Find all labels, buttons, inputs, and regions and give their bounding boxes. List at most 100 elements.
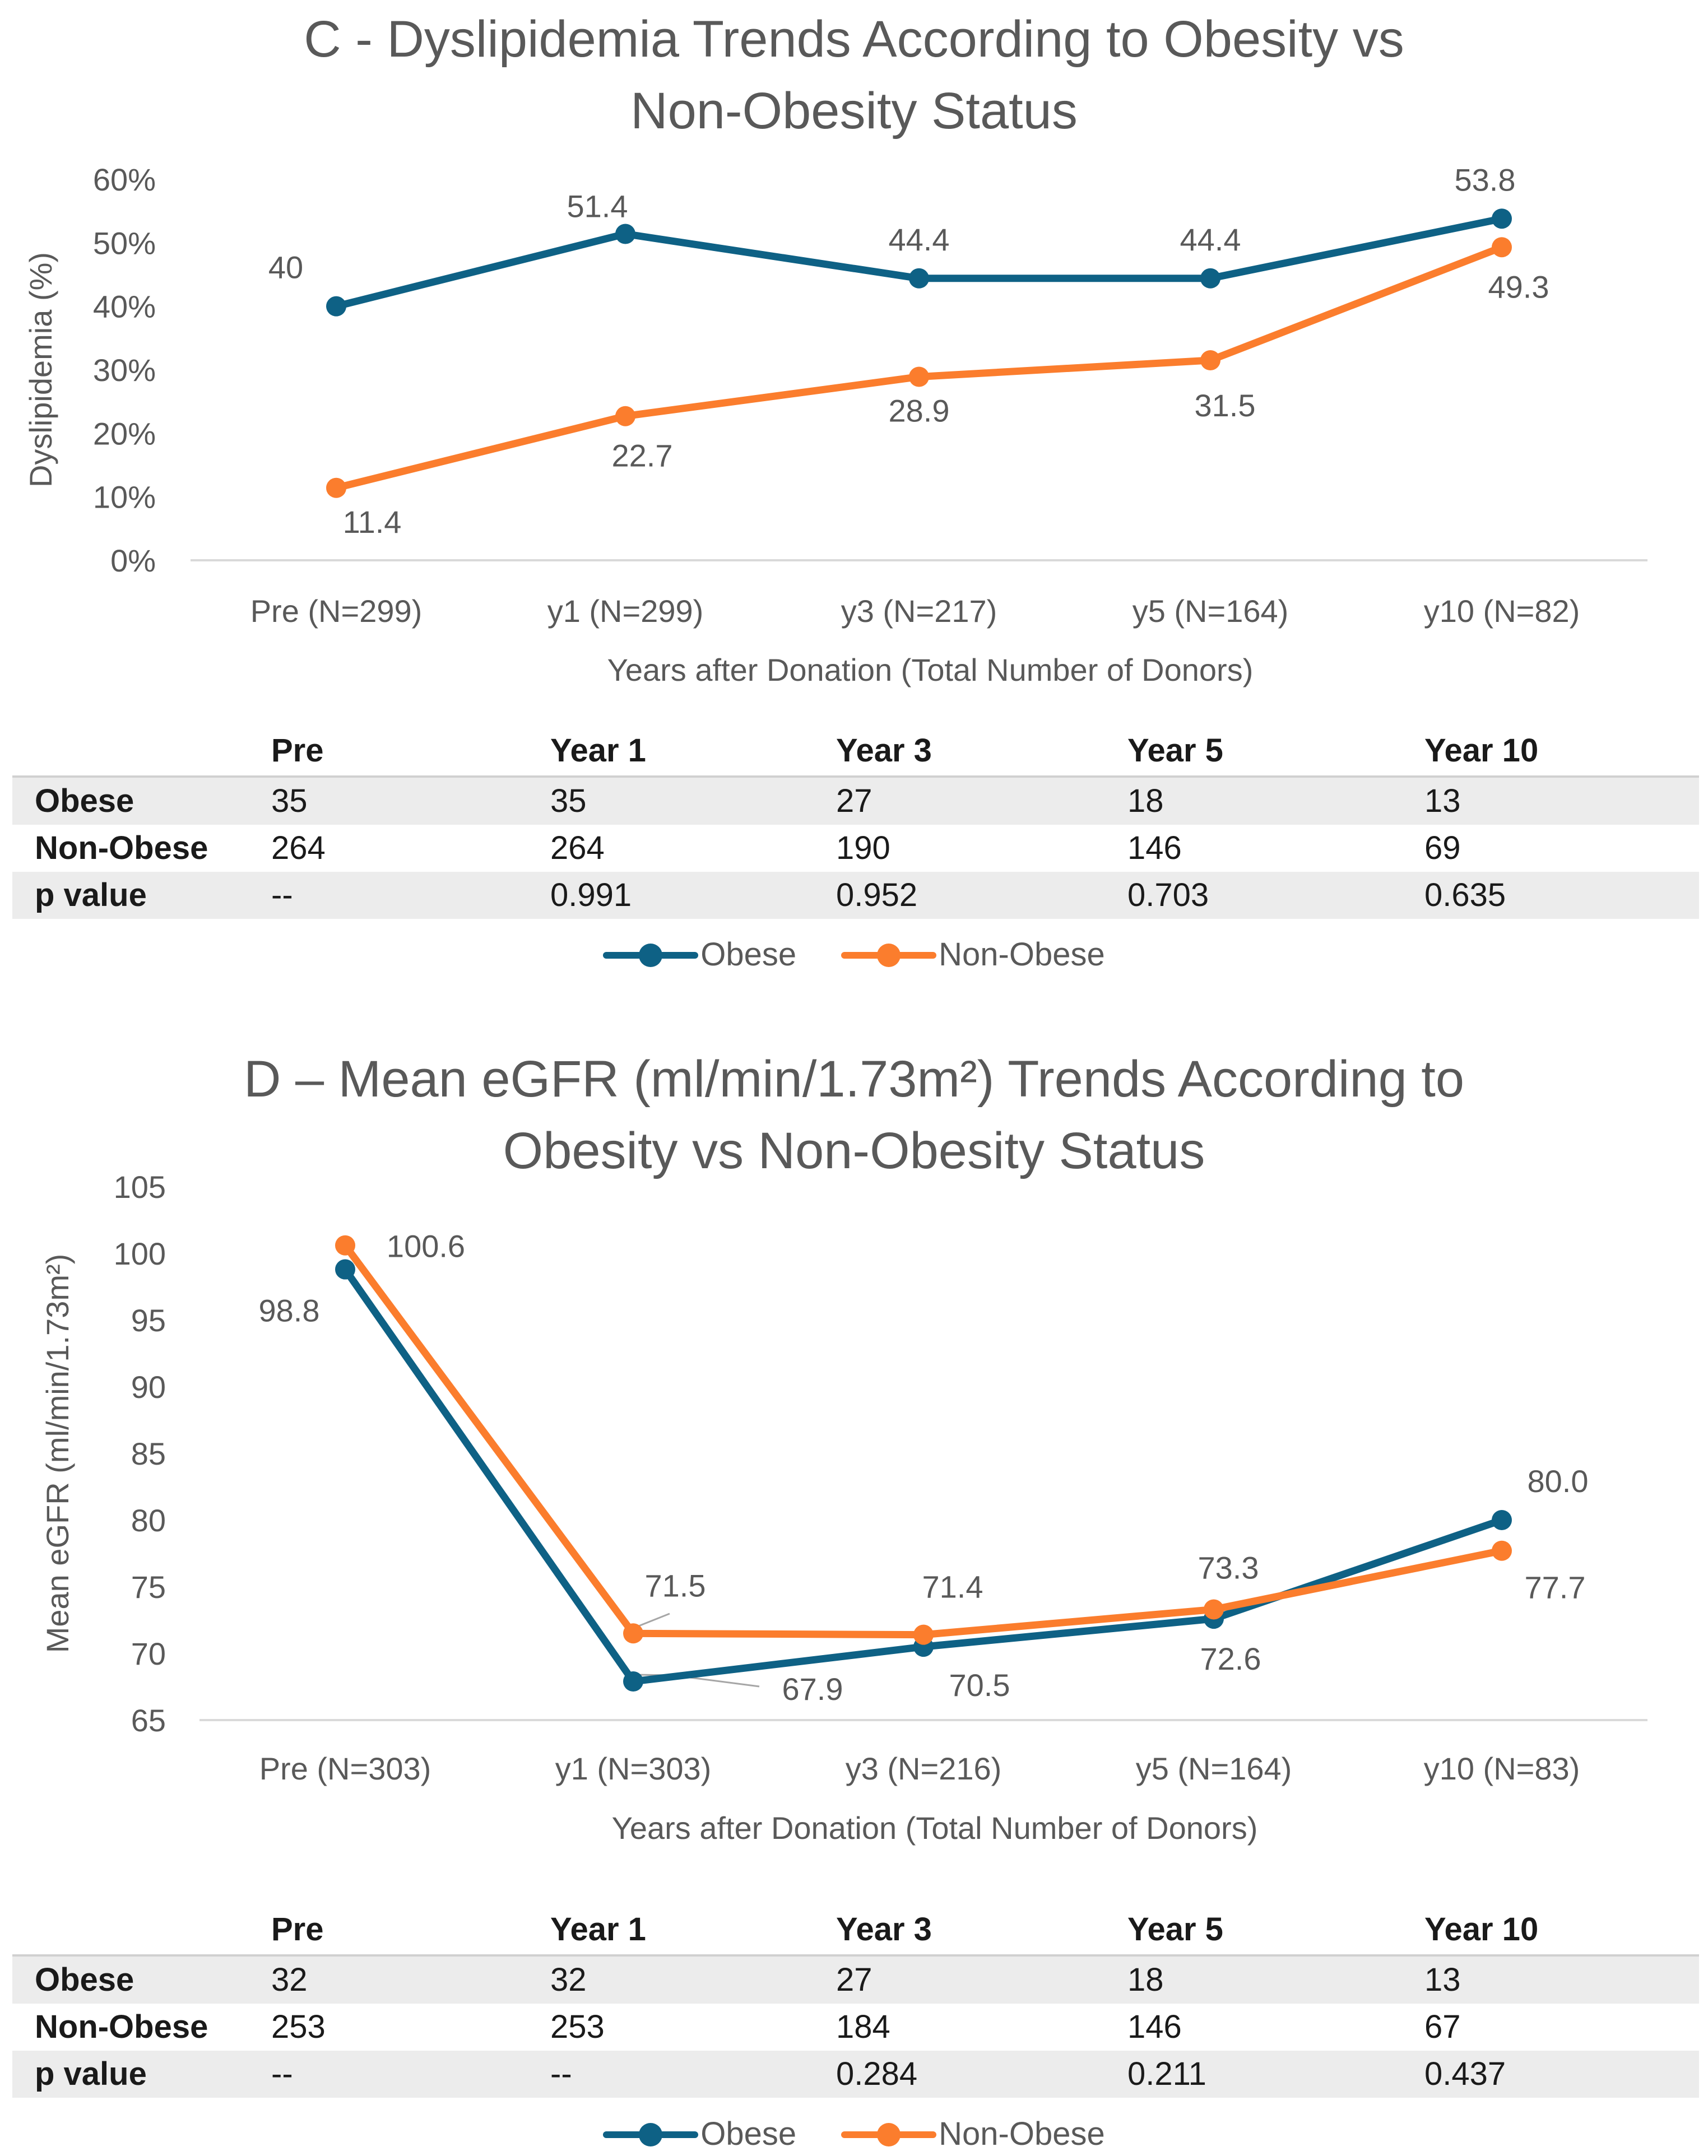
chart-c-table: Pre Year 1 Year 3 Year 5 Year 10 Obese 35 35 27 1… (12, 726, 1699, 919)
chart-d-point-non-obese (335, 1235, 355, 1256)
chart-d-title: D – Mean eGFR (ml/min/1.73m²) Trends Acc… (0, 1043, 1708, 1187)
chart-d-y-tick-label: 105 (114, 1169, 166, 1205)
chart-c-table-cell: 0.635 (1424, 877, 1506, 913)
chart-d-plot: 105 100 95 90 85 80 75 70 65 Mean eGFR (ml/min/1.… (40, 1169, 1647, 1846)
chart-c-table-column-header: Year 3 (836, 732, 932, 769)
chart-d-data-label-non-obese: 77.7 (1525, 1570, 1586, 1605)
chart-c-point-non-obese (1200, 350, 1220, 370)
chart-c-y-tick-label: 60% (93, 162, 156, 197)
chart-d-point-non-obese (913, 1624, 934, 1645)
chart-c-data-label-obese: 40 (268, 250, 303, 285)
chart-d-table-row: p value -- -- 0.284 0.211 0.437 (12, 2051, 1699, 2098)
chart-c-table-cell: 18 (1127, 783, 1164, 819)
chart-c-point-obese (326, 296, 346, 317)
chart-d-legend-item-obese: Obese (603, 2115, 796, 2153)
chart-d-table-column-header: Year 1 (550, 1911, 646, 1948)
chart-d-data-label-obese: 80.0 (1528, 1463, 1589, 1499)
chart-c-legend: Obese Non-Obese (0, 936, 1708, 973)
chart-d-legend: Obese Non-Obese (0, 2115, 1708, 2153)
chart-c-legend-item-non-obese: Non-Obese (841, 936, 1105, 973)
chart-d-table-cell: 184 (836, 2009, 890, 2045)
chart-d-data-label-obese: 67.9 (782, 1671, 843, 1707)
chart-c-table-header-row: Pre Year 1 Year 3 Year 5 Year 10 (12, 726, 1699, 775)
chart-d-y-tick-label: 95 (131, 1303, 166, 1338)
chart-c-table-row-label: Obese (35, 783, 134, 819)
chart-d-table-row-label: Obese (35, 1962, 134, 1998)
chart-d-x-tick-label: y5 (N=164) (1136, 1751, 1292, 1786)
legend-line-marker-icon (603, 2117, 699, 2151)
chart-d-table-cell: 13 (1424, 1962, 1461, 1998)
chart-d-x-tick-label: y10 (N=83) (1424, 1751, 1580, 1786)
chart-d-data-label-obese: 70.5 (949, 1667, 1010, 1703)
chart-d-table-cell: -- (271, 2056, 293, 2092)
chart-c-data-label-non-obese: 22.7 (612, 438, 673, 473)
chart-d-table-cell: 0.284 (836, 2056, 918, 2092)
chart-c-data-label-obese: 44.4 (1180, 222, 1241, 257)
chart-d-table: Pre Year 1 Year 3 Year 5 Year 10 Obese 32 32 27 1… (12, 1905, 1699, 2098)
chart-d-table-cell: 32 (271, 1962, 308, 1998)
chart-c-table-row-label: p value (35, 877, 147, 913)
chart-d-data-label-non-obese: 71.4 (922, 1569, 983, 1605)
chart-c-table-row: Obese 35 35 27 18 13 (12, 775, 1699, 825)
chart-d-data-label-obese: 98.8 (259, 1293, 320, 1328)
legend-line-marker-icon (841, 2117, 937, 2151)
chart-c-y-tick-label: 0% (110, 543, 156, 578)
chart-d-title-line-1: D – Mean eGFR (ml/min/1.73m²) Trends Acc… (243, 1051, 1465, 1108)
chart-d-point-obese (1492, 1510, 1512, 1530)
chart-d-data-label-non-obese: 73.3 (1198, 1550, 1259, 1585)
chart-c-y-axis-title: Dyslipidemia (%) (23, 252, 58, 487)
chart-d-point-non-obese (1204, 1599, 1224, 1620)
chart-d-table-cell: 67 (1424, 2009, 1461, 2045)
chart-d-point-obese (335, 1259, 355, 1280)
chart-c-data-label-obese: 51.4 (567, 188, 628, 224)
chart-d-table-row-label: Non-Obese (35, 2009, 208, 2045)
chart-c-table-column-header: Year 5 (1127, 732, 1223, 769)
chart-d-table-cell: 18 (1127, 1962, 1164, 1998)
chart-d-y-tick-label: 75 (131, 1569, 166, 1605)
chart-d-data-label-non-obese: 100.6 (387, 1229, 465, 1264)
chart-d-y-tick-label: 85 (131, 1436, 166, 1471)
chart-c-point-non-obese (909, 366, 929, 387)
chart-c-y-tick-label: 30% (93, 352, 156, 388)
chart-c-title-line-2: Non-Obesity Status (630, 82, 1078, 140)
chart-c-y-tick-label: 20% (93, 416, 156, 451)
chart-c-legend-label: Non-Obese (939, 936, 1105, 973)
chart-c-x-tick-label: y10 (N=82) (1424, 593, 1580, 629)
chart-c-y-tick-label: 40% (93, 289, 156, 324)
chart-c-plot: 60% 50% 40% 30% 20% 10% 0% Dyslipidemia (%) Pre … (23, 162, 1647, 687)
chart-c-x-tick-label: y3 (N=217) (841, 593, 997, 629)
chart-d-x-tick-label: y3 (N=216) (846, 1751, 1002, 1786)
chart-c-point-obese (615, 224, 635, 244)
chart-c-table-cell: 13 (1424, 783, 1461, 819)
chart-c-table-row: p value -- 0.991 0.952 0.703 0.635 (12, 872, 1699, 919)
chart-d-table-column-header: Year 5 (1127, 1911, 1223, 1948)
legend-line-marker-icon (841, 938, 937, 972)
chart-c-data-label-obese: 53.8 (1455, 162, 1516, 197)
chart-c-data-label-obese: 44.4 (889, 222, 950, 257)
chart-c-point-obese (1492, 208, 1512, 229)
chart-c-y-tick-label: 50% (93, 225, 156, 261)
chart-d-data-label-non-obese: 71.5 (645, 1568, 706, 1603)
chart-c-y-tick-label: 10% (93, 480, 156, 515)
chart-c-data-label-non-obese: 28.9 (889, 393, 950, 428)
chart-c-table-row-label: Non-Obese (35, 830, 208, 866)
chart-c-point-non-obese (615, 406, 635, 426)
chart-d-table-row: Obese 32 32 27 18 13 (12, 1954, 1699, 2004)
chart-c-table-cell: 27 (836, 783, 872, 819)
chart-d-table-column-header: Year 3 (836, 1911, 932, 1948)
chart-d-table-cell: 146 (1127, 2009, 1182, 2045)
chart-c-table-cell: 35 (271, 783, 308, 819)
chart-d-table-cell: 0.211 (1127, 2056, 1206, 2092)
chart-d-table-column-header: Year 10 (1424, 1911, 1539, 1948)
chart-c-table-cell: 264 (550, 830, 605, 866)
chart-d-table-cell: 27 (836, 1962, 872, 1998)
chart-d-y-tick-label: 100 (114, 1236, 166, 1271)
chart-c-table-column-header: Pre (271, 732, 324, 769)
chart-d-x-axis-title: Years after Donation (Total Number of Do… (612, 1810, 1258, 1846)
chart-c-table-column-header: Year 10 (1424, 732, 1539, 769)
chart-c-x-tick-label: Pre (N=299) (250, 593, 423, 629)
chart-d-table-cell: -- (550, 2056, 572, 2092)
chart-d-y-tick-label: 65 (131, 1703, 166, 1738)
chart-d-title-line-2: Obesity vs Non-Obesity Status (503, 1122, 1205, 1179)
chart-d-table-row: Non-Obese 253 253 184 146 67 (12, 2004, 1699, 2051)
